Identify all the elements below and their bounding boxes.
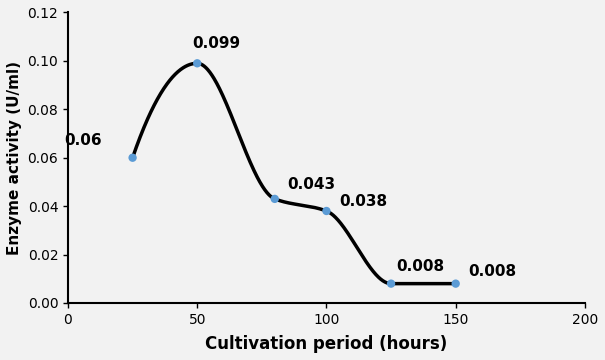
Point: [192, 60, 202, 66]
Point: [128, 155, 137, 161]
Text: 0.043: 0.043: [288, 177, 336, 192]
Point: [322, 208, 332, 214]
Point: [451, 281, 460, 287]
Point: [386, 281, 396, 287]
Point: [270, 196, 280, 202]
Text: 0.038: 0.038: [339, 194, 387, 208]
Text: 0.06: 0.06: [64, 133, 102, 148]
Text: 0.008: 0.008: [396, 259, 444, 274]
Y-axis label: Enzyme activity (U/ml): Enzyme activity (U/ml): [7, 61, 22, 255]
X-axis label: Cultivation period (hours): Cultivation period (hours): [205, 335, 448, 353]
Text: 0.099: 0.099: [192, 36, 240, 51]
Text: 0.008: 0.008: [469, 264, 517, 279]
